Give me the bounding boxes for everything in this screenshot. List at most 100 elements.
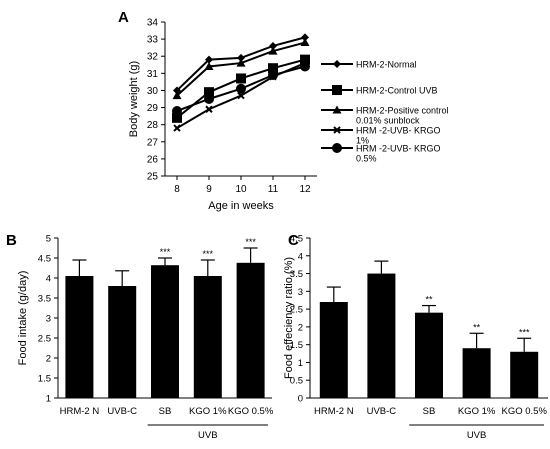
category-label: UVB-C (107, 406, 137, 417)
legend-label-line: HRM-2-Control UVB (356, 86, 438, 96)
data-point (204, 87, 214, 98)
y-tick-label: 0 (298, 394, 303, 405)
significance-label: *** (160, 247, 171, 257)
data-point (205, 55, 213, 64)
significance-label: ** (473, 322, 481, 332)
category-label: SB (423, 406, 436, 417)
y-tick-label: 3.5 (290, 269, 303, 280)
data-point (172, 91, 182, 100)
category-label: HRM-2 N (60, 406, 100, 417)
y-tick-label: 5 (46, 234, 51, 245)
legend-marker (333, 126, 341, 134)
category-label: SB (159, 406, 172, 417)
bar (367, 273, 396, 398)
legend-marker (333, 60, 341, 68)
legend-label: HRM-2-Normal (356, 60, 417, 70)
data-point (300, 54, 310, 65)
bar (236, 262, 265, 398)
category-label: HRM-2 N (314, 406, 354, 417)
y-tick-label: 31 (147, 69, 159, 80)
category-label: KGO 0.5% (501, 406, 547, 417)
y-tick-label: 28 (147, 120, 159, 131)
y-tick-label: 4 (46, 274, 51, 285)
data-point (172, 112, 182, 123)
legend-label-line: HRM-2-Positive control (356, 106, 449, 116)
legend-label: HRM-2-Positive control 0.01% sunblock (356, 106, 449, 126)
y-tick-label: 3.5 (38, 294, 51, 305)
y-tick-label: 4.5 (38, 254, 51, 265)
data-point (301, 33, 309, 42)
significance-label: ** (425, 295, 433, 305)
data-point (268, 46, 278, 55)
y-tick-label: 25 (147, 172, 159, 183)
bar (510, 351, 539, 398)
bar (319, 302, 348, 398)
bar (415, 312, 443, 398)
legend-label: HRM -2-UVB- KRGO 0.5% (356, 144, 441, 164)
group-label: UVB (467, 430, 487, 441)
data-point (236, 83, 246, 94)
bar (151, 265, 179, 398)
legend-label-line: HRM -2-UVB- KRGO (356, 144, 441, 154)
y-tick-label: 2 (298, 322, 303, 333)
data-point (300, 38, 310, 47)
category-label: UVB-C (367, 406, 397, 417)
legend-label: HRM -2-UVB- KRGO 1% (356, 126, 441, 146)
y-tick-label: 3 (298, 287, 303, 298)
category-label: KGO 0.5% (228, 406, 274, 417)
legend-label-line: 1% (356, 136, 369, 146)
significance-label: *** (203, 249, 214, 259)
y-axis-label: Body weight (g) (128, 61, 140, 137)
bar (65, 276, 94, 398)
x-tick-label: 8 (174, 184, 180, 195)
panel-label-a: A (118, 9, 129, 26)
y-tick-label: 1.5 (38, 374, 51, 385)
y-tick-label: 2.5 (38, 334, 51, 345)
data-point (173, 124, 181, 132)
legend-label: HRM-2-Control UVB (356, 86, 438, 96)
bar (193, 276, 222, 398)
category-label: KGO 1% (458, 406, 496, 417)
y-tick-label: 4.5 (290, 234, 303, 245)
x-tick-label: 12 (299, 184, 311, 195)
panel-label-b: B (6, 232, 17, 249)
significance-label: *** (245, 237, 256, 247)
y-tick-label: 3 (46, 314, 51, 325)
significance-label: *** (519, 327, 530, 337)
data-point (204, 94, 214, 104)
data-point (172, 105, 182, 116)
bar (462, 348, 491, 398)
bar-chart-food-intake: 1 1.5 2 2.5 3 3.5 4 4.5 5 HRM-2 N UVB-C *** SB *** KGO… (17, 234, 274, 442)
x-tick-label: 9 (206, 184, 212, 195)
legend-marker (332, 85, 342, 95)
y-tick-label: 26 (147, 154, 159, 165)
y-tick-label: 34 (147, 18, 159, 29)
data-point (237, 53, 245, 62)
data-point (236, 58, 246, 67)
legend-label-line: 0.5% (356, 154, 377, 164)
y-tick-label: 30 (147, 86, 159, 97)
line-chart-body-weight: 25 26 27 28 29 30 31 32 33 34 8 9 10 11 12 Age in weeks… (128, 18, 449, 213)
data-point (204, 61, 214, 70)
y-tick-label: 1 (46, 394, 51, 405)
y-axis-label: Food intake (g/day) (17, 271, 29, 366)
y-tick-label: 1.5 (290, 340, 303, 351)
y-axis-label: Food effeciency ratio (%) (283, 257, 295, 379)
group-label: UVB (198, 430, 218, 441)
legend-label-line: 0.01% sunblock (356, 116, 420, 126)
legend-label-line: HRM -2-UVB- KRGO (356, 126, 441, 136)
legend-marker (332, 105, 342, 114)
data-point (236, 73, 246, 84)
x-axis-label: Age in weeks (208, 200, 274, 212)
y-tick-label: 4 (298, 251, 303, 262)
x-tick-label: 10 (235, 184, 247, 195)
y-tick-label: 29 (147, 103, 159, 114)
bar-chart-food-efficiency: 0 0.5 1 1.5 2 2.5 3 3.5 4 4.5 HRM-2 N UVB-C ** SB ** KG… (283, 234, 548, 441)
legend-label-line: HRM-2-Normal (356, 60, 417, 70)
y-tick-label: 2 (46, 354, 51, 365)
panel-label-c: C (288, 232, 299, 249)
data-point (268, 70, 278, 81)
legend-marker (332, 143, 342, 153)
